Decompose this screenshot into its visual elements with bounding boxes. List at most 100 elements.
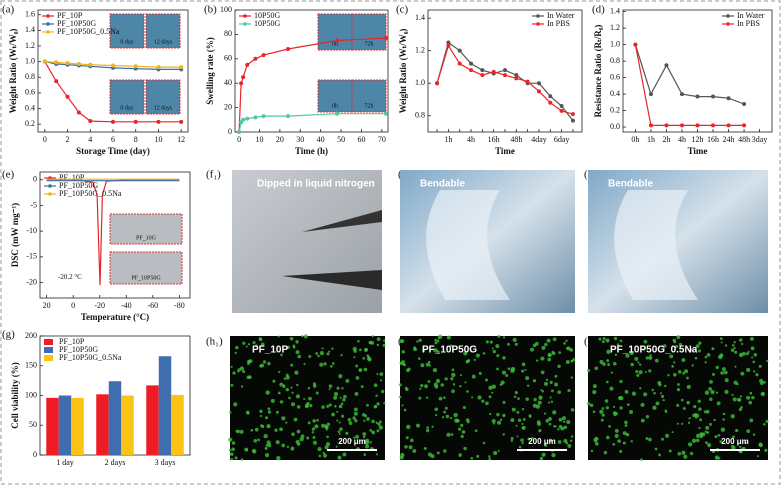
cell (353, 411, 358, 416)
marker (648, 123, 653, 128)
cell (543, 381, 549, 387)
cell (435, 378, 440, 384)
cell (285, 421, 288, 424)
y-tick-label: 0 (228, 127, 232, 136)
cell (417, 357, 421, 360)
cell (296, 383, 299, 387)
cell (734, 365, 737, 368)
cell (741, 342, 744, 346)
cell (263, 433, 268, 439)
cell (721, 367, 726, 372)
inset-photo (317, 79, 353, 113)
cell (715, 365, 719, 370)
inset-label: 0h (332, 103, 338, 109)
cell (510, 436, 514, 440)
cell (541, 452, 546, 457)
cell (664, 433, 670, 438)
bar (46, 397, 59, 455)
cell (740, 371, 745, 376)
cell (604, 399, 609, 403)
cell (375, 421, 379, 424)
cell (648, 437, 652, 442)
cell (488, 395, 492, 399)
cell (497, 334, 501, 338)
x-tick-label: 3day (752, 135, 768, 144)
cell (285, 373, 289, 377)
y-tick-label: 0.0 (610, 122, 620, 131)
cell (485, 401, 489, 406)
cell (549, 380, 553, 385)
cell (261, 342, 265, 347)
series-line (436, 44, 574, 115)
y-tick-label: 1.4 (415, 13, 425, 22)
panel-label: (f₁) (206, 169, 221, 181)
cell (686, 400, 690, 405)
x-tick-label: 3 days (155, 458, 176, 467)
marker (241, 117, 246, 122)
cell (605, 380, 609, 384)
marker (76, 110, 81, 115)
photo (232, 170, 382, 313)
cell (342, 452, 347, 457)
cell (290, 446, 295, 451)
cell (491, 391, 494, 394)
cell (260, 424, 263, 427)
cell (499, 383, 503, 386)
cell (378, 425, 383, 430)
cell (686, 384, 691, 390)
marker (156, 119, 161, 124)
cell (315, 352, 319, 355)
inset-photo (145, 79, 181, 115)
cell (614, 428, 619, 433)
marker (514, 76, 519, 81)
cell (265, 390, 270, 395)
y-tick-label: 0.8 (415, 111, 425, 120)
cell (686, 376, 689, 380)
cell (278, 370, 281, 374)
x-axis-label: Time (h) (295, 146, 328, 156)
cell (279, 427, 283, 432)
cell (733, 341, 736, 344)
scale-label: 200 μm (338, 437, 366, 446)
cell (228, 448, 232, 452)
photo-caption: Bendable (608, 179, 653, 190)
cell (709, 379, 713, 384)
cell (336, 410, 339, 413)
cell (259, 364, 263, 368)
cell (326, 352, 330, 356)
legend-marker (48, 192, 52, 196)
cell (546, 338, 551, 343)
cell (543, 412, 547, 415)
cell (317, 446, 322, 452)
cell (449, 416, 453, 420)
cell (434, 341, 438, 345)
cell (340, 354, 343, 357)
legend-label: 10P50G (254, 19, 280, 28)
cell (732, 344, 735, 347)
cell (462, 405, 467, 410)
cell (229, 452, 234, 456)
cell (606, 349, 611, 354)
cell (516, 435, 519, 438)
y-tick-label: 1.2 (25, 41, 35, 50)
cell (242, 370, 246, 374)
marker (245, 116, 250, 121)
cell (277, 391, 281, 395)
cell (507, 367, 511, 371)
x-tick-label: 50 (337, 135, 345, 144)
cell (732, 435, 735, 439)
cell (563, 438, 568, 444)
cell (436, 339, 440, 343)
cell (704, 355, 708, 359)
cell (335, 445, 338, 448)
marker (261, 114, 266, 119)
marker (664, 123, 669, 128)
cell (437, 336, 440, 340)
cell (431, 425, 434, 428)
y-tick-label: 1.0 (415, 78, 425, 87)
marker (383, 36, 388, 41)
marker (335, 111, 339, 116)
cell (403, 408, 407, 412)
cell (705, 409, 710, 414)
cell (651, 388, 654, 392)
